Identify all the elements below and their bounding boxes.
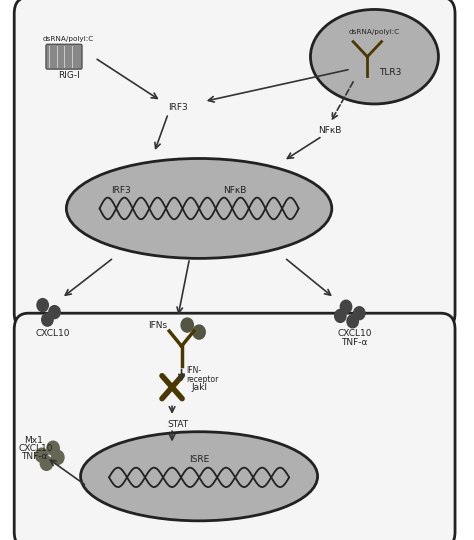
Text: NFκB: NFκB	[223, 186, 246, 195]
Text: dsRNA/polyI:C: dsRNA/polyI:C	[349, 29, 400, 35]
Text: receptor: receptor	[186, 375, 219, 384]
Ellipse shape	[66, 159, 332, 258]
FancyBboxPatch shape	[14, 0, 455, 329]
Circle shape	[347, 315, 358, 328]
Text: Mx1: Mx1	[24, 436, 43, 445]
Circle shape	[335, 309, 346, 322]
Circle shape	[40, 456, 53, 470]
Ellipse shape	[81, 432, 318, 521]
Text: NFκB: NFκB	[318, 126, 341, 135]
Text: RIG-I: RIG-I	[58, 71, 80, 80]
Text: STAT: STAT	[167, 420, 188, 429]
Text: CXCL10: CXCL10	[337, 329, 372, 339]
Circle shape	[49, 306, 60, 319]
FancyBboxPatch shape	[14, 313, 455, 540]
Text: JakI: JakI	[191, 383, 207, 392]
Text: IFNs: IFNs	[148, 321, 167, 329]
Text: CXCL10: CXCL10	[36, 329, 70, 339]
Text: IRF3: IRF3	[168, 104, 188, 112]
Circle shape	[340, 300, 352, 313]
Text: TNF-α: TNF-α	[341, 338, 368, 347]
Circle shape	[37, 299, 48, 312]
Ellipse shape	[310, 10, 438, 104]
Text: IFN-: IFN-	[186, 366, 201, 375]
Text: CXCL10: CXCL10	[19, 444, 54, 453]
Text: IRF3: IRF3	[111, 186, 131, 195]
Circle shape	[36, 448, 48, 462]
Text: ISRE: ISRE	[189, 455, 209, 464]
Text: TLR3: TLR3	[379, 68, 401, 77]
Text: TNF-α: TNF-α	[21, 452, 47, 461]
Circle shape	[354, 307, 365, 320]
Circle shape	[52, 450, 64, 464]
Circle shape	[47, 441, 59, 455]
FancyBboxPatch shape	[46, 44, 82, 69]
Circle shape	[181, 318, 193, 332]
Circle shape	[42, 313, 53, 326]
Circle shape	[193, 325, 205, 339]
Text: dsRNA/polyI:C: dsRNA/polyI:C	[43, 36, 94, 42]
